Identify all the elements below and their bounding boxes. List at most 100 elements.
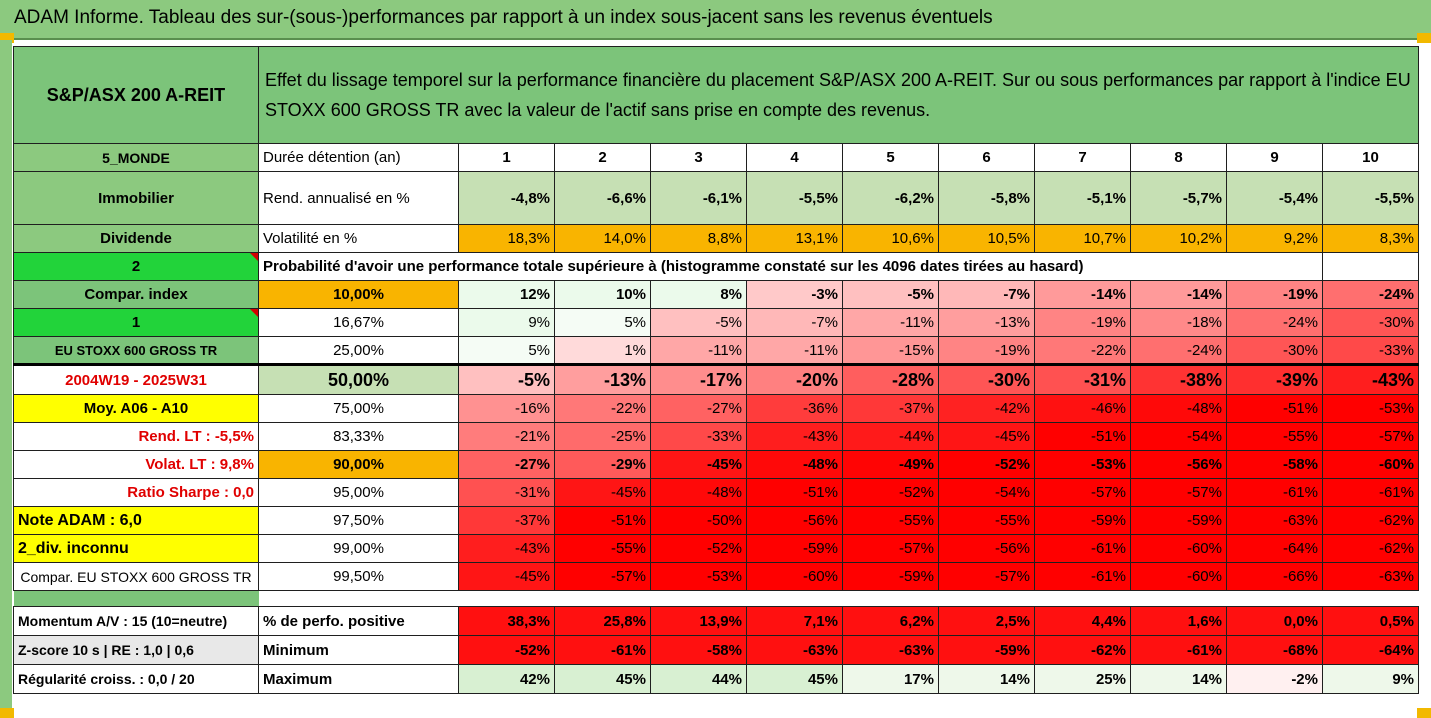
year-header: 7 bbox=[1034, 143, 1131, 172]
benchmark-name: EU STOXX 600 GROSS TR bbox=[13, 336, 259, 365]
stat-label: Maximum bbox=[258, 664, 459, 694]
rend-row: Immobilier Rend. annualisé en % -4,8% -6… bbox=[13, 171, 1419, 225]
empty-cell bbox=[13, 590, 259, 607]
prob-cell: -16% bbox=[458, 394, 555, 423]
stat-cell: 44% bbox=[650, 664, 747, 694]
prob-cell: -7% bbox=[746, 308, 843, 337]
spacer-row bbox=[13, 590, 1419, 607]
prob-cell: -31% bbox=[1034, 363, 1131, 395]
prob-cell: -57% bbox=[842, 534, 939, 563]
prob-cell: -61% bbox=[1034, 534, 1131, 563]
index-selector[interactable]: 1 bbox=[13, 308, 259, 337]
prob-cell: -60% bbox=[746, 562, 843, 591]
probability-threshold: 90,00% bbox=[258, 450, 459, 479]
prob-cell: -22% bbox=[554, 394, 651, 423]
average-label: Moy. A06 - A10 bbox=[13, 394, 259, 423]
prob-cell: -37% bbox=[458, 506, 555, 535]
stat-cell: -52% bbox=[458, 635, 555, 665]
corner-marker bbox=[1417, 708, 1431, 718]
prob-cell: -52% bbox=[842, 478, 939, 507]
prob-cell: -59% bbox=[746, 534, 843, 563]
prob-cell: -60% bbox=[1130, 562, 1227, 591]
prob-cell: -57% bbox=[938, 562, 1035, 591]
prob-cell: -51% bbox=[554, 506, 651, 535]
vol-cell: 13,1% bbox=[746, 224, 843, 253]
prob-cell: -30% bbox=[1226, 336, 1323, 365]
stat-cell: -61% bbox=[1130, 635, 1227, 665]
stat-cell: -64% bbox=[1322, 635, 1419, 665]
stat-cell: -59% bbox=[938, 635, 1035, 665]
adam-note-label: Note ADAM : 6,0 bbox=[13, 506, 259, 535]
selector-cell[interactable]: 2 bbox=[13, 252, 259, 281]
empty-cell bbox=[458, 590, 555, 607]
prob-cell: -43% bbox=[746, 422, 843, 451]
indicator-label: Régularité croiss. : 0,0 / 20 bbox=[13, 664, 259, 694]
vol-cell: 8,8% bbox=[650, 224, 747, 253]
year-header: 1 bbox=[458, 143, 555, 172]
prob-cell: -7% bbox=[938, 280, 1035, 309]
probability-threshold: 25,00% bbox=[258, 336, 459, 365]
prob-cell: -64% bbox=[1226, 534, 1323, 563]
prob-cell: -11% bbox=[650, 336, 747, 365]
stat-cell: -63% bbox=[746, 635, 843, 665]
prob-cell: -59% bbox=[1130, 506, 1227, 535]
prob-row: Compar. index 10,00% 12% 10% 8% -3% -5% -7% -14%… bbox=[13, 280, 1419, 309]
prob-cell: -17% bbox=[650, 363, 747, 395]
description: Effet du lissage temporel sur la perform… bbox=[258, 46, 1419, 144]
left-frame bbox=[0, 40, 12, 718]
stat-cell: -68% bbox=[1226, 635, 1323, 665]
prob-cell: -18% bbox=[1130, 308, 1227, 337]
prob-cell: 1% bbox=[554, 336, 651, 365]
vol-cell: 10,5% bbox=[938, 224, 1035, 253]
prob-cell: -33% bbox=[1322, 336, 1419, 365]
prob-cell: 5% bbox=[458, 336, 555, 365]
prob-row: 2004W19 - 2025W31 50,00% -5% -13% -17% -20% -2… bbox=[13, 363, 1419, 395]
rend-label: Rend. annualisé en % bbox=[258, 171, 459, 225]
prob-cell: -49% bbox=[842, 450, 939, 479]
empty-cell bbox=[938, 590, 1035, 607]
dividend-label: Dividende bbox=[13, 224, 259, 253]
corner-marker bbox=[0, 708, 14, 718]
rend-cell: -5,1% bbox=[1034, 171, 1131, 225]
prob-cell: -53% bbox=[1034, 450, 1131, 479]
stat-cell: 4,4% bbox=[1034, 606, 1131, 636]
prob-cell: -5% bbox=[458, 363, 555, 395]
empty-cell bbox=[1322, 590, 1419, 607]
prob-cell: -11% bbox=[746, 336, 843, 365]
prob-cell: -29% bbox=[554, 450, 651, 479]
prob-cell: -55% bbox=[938, 506, 1035, 535]
empty-cell bbox=[1130, 590, 1227, 607]
empty-cell bbox=[258, 590, 459, 607]
prob-cell: -66% bbox=[1226, 562, 1323, 591]
probability-threshold: 83,33% bbox=[258, 422, 459, 451]
prob-cell: -57% bbox=[1034, 478, 1131, 507]
probability-threshold: 95,00% bbox=[258, 478, 459, 507]
stat-cell: 45% bbox=[746, 664, 843, 694]
stats-row: Z-score 10 s | RE : 1,0 | 0,6 Minimum -52%… bbox=[13, 635, 1419, 665]
rend-cell: -6,6% bbox=[554, 171, 651, 225]
year-header: 8 bbox=[1130, 143, 1227, 172]
stat-cell: 45% bbox=[554, 664, 651, 694]
prob-cell: -21% bbox=[458, 422, 555, 451]
prob-row: 2_div. inconnu 99,00% -43% -55% -52% -59% -57%… bbox=[13, 534, 1419, 563]
stat-cell: 6,2% bbox=[842, 606, 939, 636]
prob-cell: -51% bbox=[1226, 394, 1323, 423]
empty-cell bbox=[1034, 590, 1131, 607]
prob-cell: -30% bbox=[1322, 308, 1419, 337]
prob-cell: -53% bbox=[650, 562, 747, 591]
region-label: 5_MONDE bbox=[13, 143, 259, 172]
prob-cell: -57% bbox=[554, 562, 651, 591]
prob-cell: -45% bbox=[938, 422, 1035, 451]
prob-cell: -39% bbox=[1226, 363, 1323, 395]
prob-cell: 12% bbox=[458, 280, 555, 309]
prob-row: Note ADAM : 6,0 97,50% -37% -51% -50% -56% -55… bbox=[13, 506, 1419, 535]
stat-cell: 17% bbox=[842, 664, 939, 694]
indicator-label: Momentum A/V : 15 (10=neutre) bbox=[13, 606, 259, 636]
stat-cell: 0,5% bbox=[1322, 606, 1419, 636]
stats-row: Régularité croiss. : 0,0 / 20 Maximum 42% 4… bbox=[13, 664, 1419, 694]
stat-label: % de perfo. positive bbox=[258, 606, 459, 636]
prob-cell: -57% bbox=[1130, 478, 1227, 507]
period-label: 2004W19 - 2025W31 bbox=[13, 363, 259, 395]
prob-row: 1 16,67% 9% 5% -5% -7% -11% -13% -19% -18% -24% -30… bbox=[13, 308, 1419, 337]
